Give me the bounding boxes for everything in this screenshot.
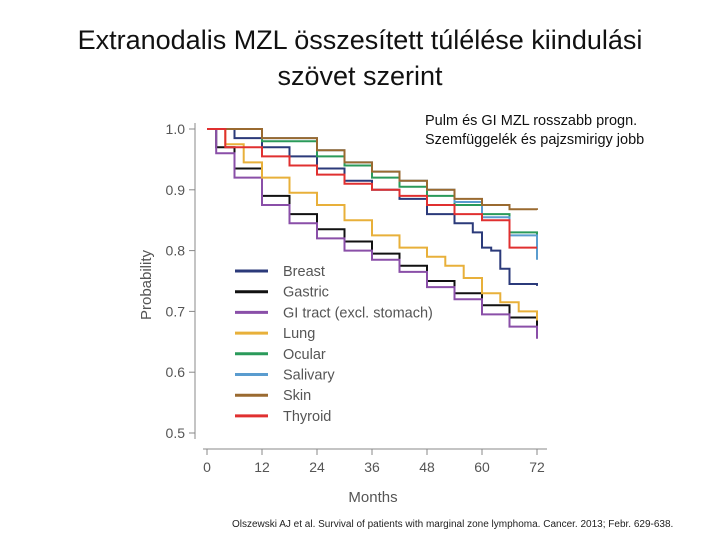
legend-label-breast: Breast [283, 264, 325, 280]
annotation-line-2: Szemfüggelék és pajzsmirigy jobb [425, 132, 645, 148]
series-line-thyroid [207, 128, 537, 249]
y-axis: 0.5 0.6 0.7 0.8 0.9 1.0 [166, 121, 196, 441]
citation: Olszewski AJ et al. Survival of patients… [232, 519, 674, 530]
legend: Breast Gastric GI tract (excl. stomach) Lun… [235, 264, 433, 425]
series-line-skin [207, 128, 538, 211]
legend-label-salivary: Salivary [283, 368, 335, 384]
legend-label-skin: Skin [283, 388, 311, 404]
series-line-lung [207, 128, 538, 321]
legend-label-lung: Lung [283, 326, 315, 342]
legend-label-thyroid: Thyroid [283, 409, 331, 425]
y-tick-label: 0.7 [166, 303, 186, 319]
x-tick-label: 48 [419, 459, 435, 475]
series-line-gi-tract-excl-stomach [207, 128, 538, 339]
x-tick-label: 12 [254, 459, 270, 475]
annotation-text: Pulm és GI MZL rosszabb progn. Szemfügge… [425, 112, 715, 150]
legend-label-gastric: Gastric [283, 285, 329, 301]
x-tick-label: 36 [364, 459, 380, 475]
y-tick-label: 0.8 [166, 243, 186, 259]
series-group [207, 128, 538, 339]
x-tick-label: 60 [474, 459, 490, 475]
y-tick-label: 0.6 [166, 364, 186, 380]
series-line-breast [207, 128, 538, 286]
y-tick-label: 0.9 [166, 182, 186, 198]
legend-label-ocular: Ocular [283, 347, 326, 363]
y-tick-label: 1.0 [166, 121, 186, 137]
annotation-line-1: Pulm és GI MZL rosszabb progn. [425, 113, 638, 129]
x-tick-label: 24 [309, 459, 325, 475]
x-tick-label: 72 [529, 459, 545, 475]
y-tick-label: 0.5 [166, 425, 186, 441]
x-tick-label: 0 [203, 459, 211, 475]
x-axis-label: Months [348, 489, 397, 506]
slide-title: Extranodalis MZL összesített túlélése ki… [77, 25, 643, 91]
series-line-salivary [207, 128, 538, 260]
x-axis: 0 12 24 36 48 60 72 [203, 448, 547, 475]
legend-label-gi-tract-excl-stomach: GI tract (excl. stomach) [283, 305, 433, 321]
y-axis-label: Probability [138, 249, 155, 320]
